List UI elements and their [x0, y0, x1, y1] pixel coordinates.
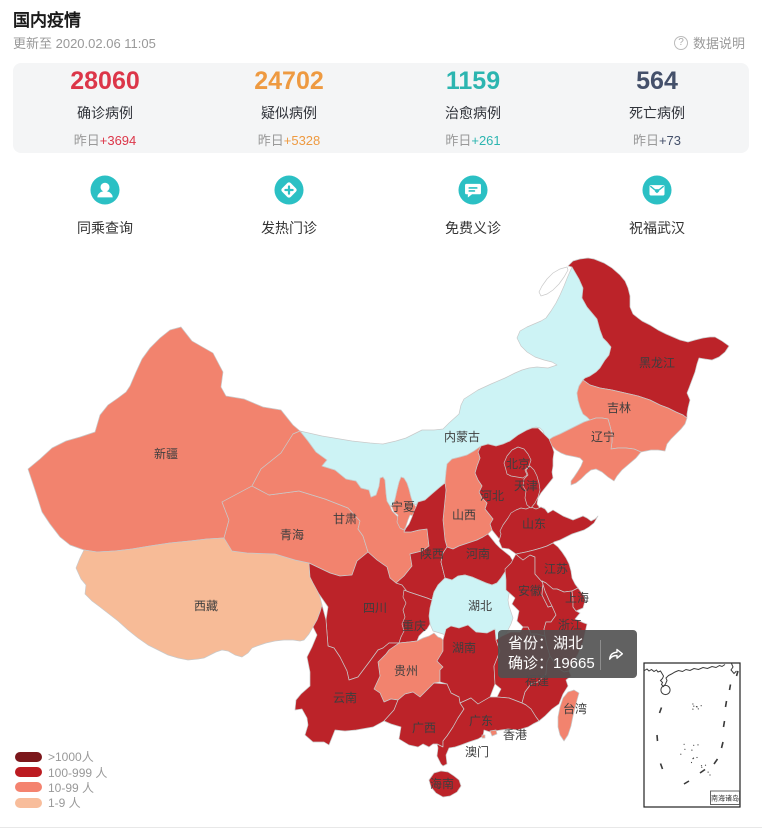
svg-text:贵州: 贵州: [394, 664, 418, 678]
svg-text:北京: 北京: [506, 457, 530, 471]
svg-text:云南: 云南: [333, 690, 357, 705]
svg-text:江苏: 江苏: [544, 562, 568, 576]
svg-text:内蒙古: 内蒙古: [444, 429, 480, 444]
svg-text:吉林: 吉林: [607, 401, 631, 415]
svg-text:海南: 海南: [430, 776, 454, 791]
svg-text:青海: 青海: [280, 527, 304, 542]
svg-text:陕西: 陕西: [420, 546, 444, 561]
svg-text:四川: 四川: [363, 601, 387, 615]
svg-text:新疆: 新疆: [154, 446, 178, 461]
svg-text:广东: 广东: [469, 714, 493, 728]
svg-text:南海诸岛: 南海诸岛: [711, 794, 739, 803]
svg-text:浙江: 浙江: [558, 618, 582, 632]
svg-text:甘肃: 甘肃: [333, 512, 357, 526]
svg-text:安徽: 安徽: [518, 583, 542, 598]
svg-text:辽宁: 辽宁: [591, 429, 615, 444]
svg-text:上海: 上海: [565, 590, 589, 605]
svg-text:西藏: 西藏: [194, 599, 218, 613]
svg-text:宁夏: 宁夏: [391, 499, 415, 514]
svg-text:台湾: 台湾: [563, 701, 587, 716]
svg-text:山东: 山东: [522, 517, 546, 531]
svg-text:湖南: 湖南: [452, 640, 476, 655]
svg-text:澳门: 澳门: [465, 744, 489, 759]
svg-text:广西: 广西: [412, 721, 436, 735]
svg-text:天津: 天津: [514, 479, 538, 493]
svg-text:河南: 河南: [466, 546, 490, 561]
svg-text:黑龙江: 黑龙江: [639, 356, 675, 370]
svg-text:香港: 香港: [503, 728, 527, 742]
svg-text:河北: 河北: [480, 489, 504, 503]
svg-text:湖北: 湖北: [468, 598, 492, 613]
svg-text:山西: 山西: [452, 508, 476, 522]
svg-text:重庆: 重庆: [402, 619, 426, 633]
